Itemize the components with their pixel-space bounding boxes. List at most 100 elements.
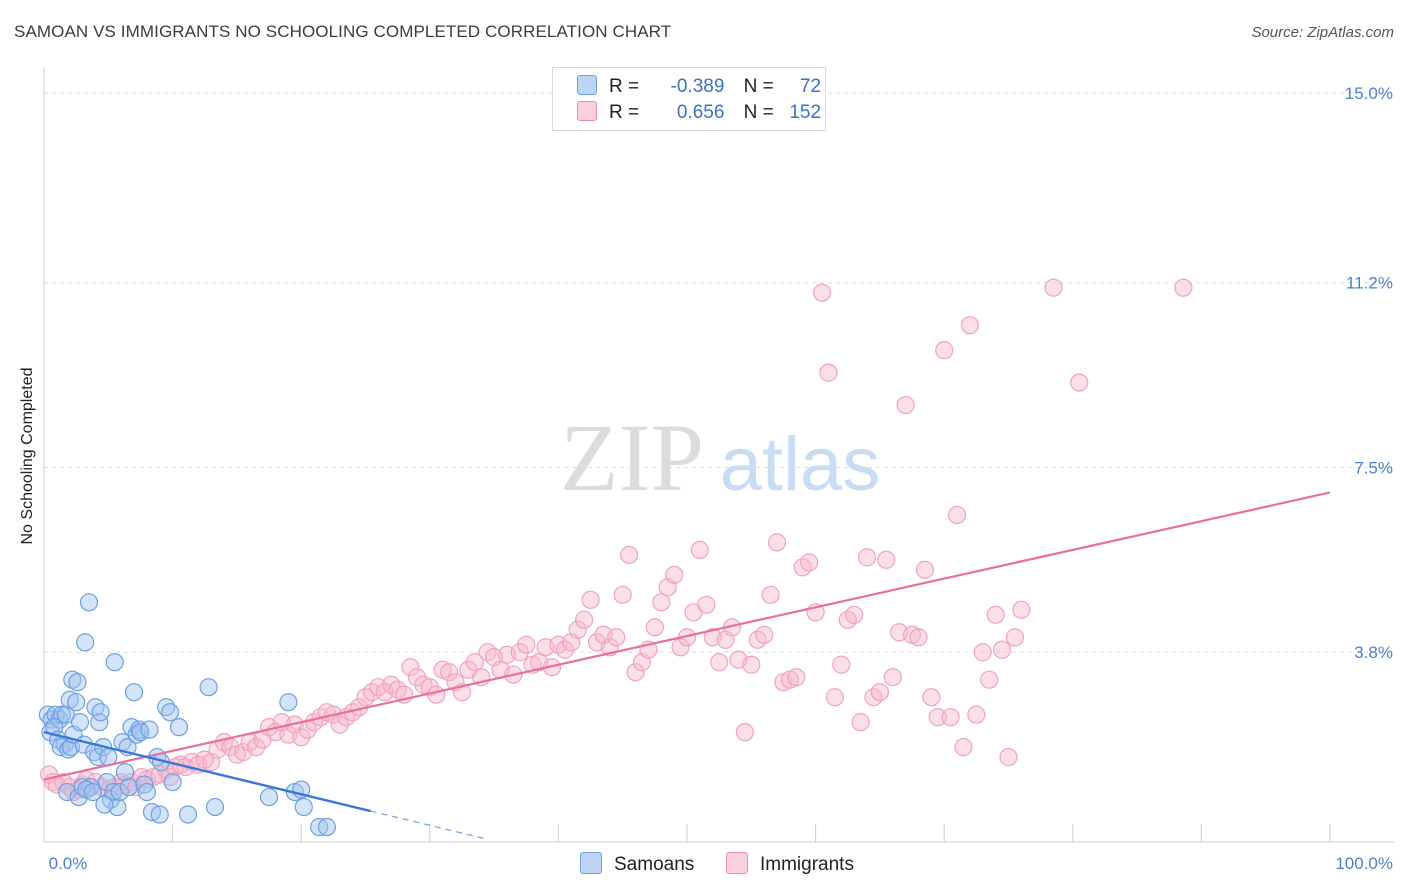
tick-labels: 3.8% 7.5% 11.2% 15.0% 0.0% 100.0%	[49, 84, 1393, 873]
legend-r-value: 0.656	[676, 102, 725, 123]
immigrants-point	[928, 708, 947, 727]
immigrants-point	[517, 635, 536, 654]
y-tick-label: 3.8%	[1354, 643, 1393, 662]
samoans-point	[95, 795, 114, 814]
immigrants-point	[690, 540, 709, 559]
samoans-point	[137, 782, 156, 802]
immigrants-point	[787, 668, 806, 687]
y-tick-label: 11.2%	[1346, 274, 1393, 293]
immigrants-point	[292, 728, 311, 747]
immigrants-point	[973, 643, 992, 662]
samoans-point	[56, 705, 75, 724]
x-tick-label-min: 0.0%	[49, 854, 88, 873]
immigrants-point	[652, 593, 671, 612]
immigrants-point	[999, 748, 1018, 767]
immigrants-point	[851, 713, 870, 732]
immigrants-point	[671, 638, 690, 657]
samoans-point	[105, 653, 124, 672]
immigrants-point	[735, 723, 754, 742]
immigrants-point	[832, 655, 851, 674]
axes	[43, 68, 1394, 843]
immigrants-point	[883, 668, 902, 687]
samoans-point	[76, 633, 95, 652]
immigrants-swatch	[577, 101, 597, 121]
samoans-point	[67, 693, 86, 712]
immigrants-point	[665, 565, 684, 584]
immigrants-point	[755, 625, 774, 644]
legend-r-value: -0.389	[670, 76, 725, 97]
watermark: ZIP atlas	[560, 404, 880, 511]
samoans-legend-label: Samoans	[614, 854, 695, 875]
immigrants-point	[568, 620, 587, 639]
immigrants-point	[742, 655, 761, 674]
immigrants-point	[555, 640, 574, 659]
samoans-point	[119, 777, 138, 797]
immigrants-point	[401, 658, 420, 677]
immigrants-point	[607, 628, 626, 647]
immigrants-point	[992, 640, 1012, 659]
samoans-point	[97, 772, 117, 792]
immigrants-point	[947, 505, 967, 525]
legend-row-immigrants: R = 0.656 N = 152	[577, 101, 821, 125]
immigrants-point	[761, 585, 780, 604]
immigrants-point	[819, 363, 838, 382]
series-legend: Samoans Immigrants	[0, 852, 1406, 878]
immigrants-point	[896, 395, 915, 415]
legend-n-value: 152	[789, 102, 822, 123]
samoans-point	[124, 683, 144, 702]
legend-item-immigrants: Immigrants	[726, 852, 854, 876]
samoans-point	[279, 693, 298, 712]
immigrants-point	[941, 708, 960, 727]
immigrants-point	[439, 663, 459, 682]
legend-item-samoans: Samoans	[580, 852, 694, 876]
immigrants-point	[800, 553, 819, 572]
immigrants-point	[870, 683, 890, 702]
samoans-legend-swatch	[580, 852, 602, 874]
immigrants-point	[857, 548, 877, 567]
immigrants-trend-line	[43, 491, 1331, 781]
immigrants-point	[427, 685, 446, 704]
samoans-point	[160, 703, 180, 722]
legend-row-samoans: R = -0.389 N = 72	[577, 75, 821, 99]
immigrants-point	[967, 705, 986, 724]
samoans-point	[205, 797, 225, 817]
legend-r-label: R =	[609, 102, 640, 123]
immigrants-point	[626, 663, 645, 682]
immigrants-point	[247, 738, 266, 757]
samoans-point	[310, 817, 329, 837]
samoans-point	[150, 805, 169, 824]
legend-n-label: N =	[743, 102, 774, 123]
y-tick-label: 7.5%	[1354, 458, 1393, 477]
immigrants-point	[1070, 373, 1089, 392]
immigrants-point	[465, 653, 484, 672]
immigrants-point	[1044, 278, 1063, 297]
immigrants-point	[767, 533, 787, 552]
immigrants-point	[986, 605, 1005, 624]
samoans-trend-extension	[370, 810, 488, 840]
immigrants-point	[710, 653, 729, 672]
samoans-swatch	[577, 75, 597, 95]
immigrants-point	[922, 688, 941, 707]
samoans-point	[115, 762, 135, 782]
samoans-point	[294, 797, 313, 817]
immigrants-point	[510, 643, 529, 662]
immigrants-point	[697, 595, 716, 614]
watermark-zip: ZIP	[560, 404, 704, 511]
y-tick-label: 15.0%	[1345, 84, 1393, 103]
samoans-point	[69, 787, 88, 807]
samoans-point	[88, 748, 108, 767]
immigrants-point	[915, 560, 935, 579]
samoans-point	[140, 720, 159, 739]
samoans-point	[163, 772, 182, 792]
immigrants-points	[40, 278, 1193, 802]
samoans-point	[199, 678, 218, 697]
x-tick-label-max: 100.0%	[1335, 854, 1393, 873]
immigrants-point	[620, 545, 639, 564]
immigrants-legend-swatch	[726, 852, 748, 874]
correlation-legend: R = -0.389 N = 72 R = 0.656 N = 152	[552, 67, 826, 131]
legend-n-value: 72	[799, 76, 822, 97]
immigrants-point	[613, 585, 632, 604]
immigrants-point	[1012, 600, 1031, 619]
samoans-point	[110, 782, 129, 802]
